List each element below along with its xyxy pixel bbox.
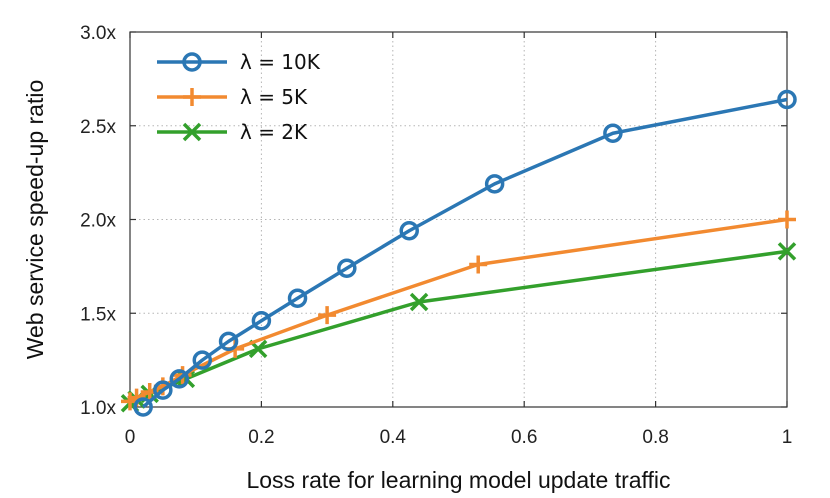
- data-point: [484, 174, 505, 194]
- legend-item-2: λ = 2K: [157, 120, 308, 144]
- legend-marker: [183, 88, 201, 106]
- series-layer: [120, 89, 797, 417]
- y-axis-title: Web service speed-up ratio: [22, 80, 48, 360]
- data-point: [169, 369, 190, 389]
- legend-label: λ = 2K: [240, 120, 308, 144]
- x-tick-label: 0.8: [642, 427, 668, 448]
- y-tick-label: 2.5x: [80, 117, 116, 138]
- data-point: [192, 350, 213, 370]
- legend-label: λ = 5K: [240, 85, 308, 109]
- y-tick-label: 1.0x: [80, 398, 116, 419]
- legend-item-0: λ = 10K: [157, 50, 321, 74]
- data-point: [469, 255, 488, 274]
- y-tick-label: 1.5x: [80, 304, 116, 325]
- legend-label: λ = 10K: [240, 50, 321, 74]
- y-tick-label: 3.0x: [80, 23, 116, 44]
- x-tick-label: 1: [782, 427, 793, 448]
- data-point: [153, 380, 173, 400]
- x-tick-label: 0.2: [248, 427, 274, 448]
- x-axis-title: Loss rate for learning model update traf…: [246, 467, 670, 493]
- series-2: [120, 242, 797, 413]
- grid-lines: [130, 32, 787, 407]
- data-point: [251, 311, 272, 331]
- x-tick-label: 0: [125, 427, 136, 448]
- legend: λ = 10K λ = 5K λ = 2K: [157, 50, 321, 144]
- legend-item-1: λ = 5K: [157, 85, 308, 109]
- series-line: [142, 97, 788, 409]
- data-point: [778, 210, 796, 229]
- legend-marker: [182, 52, 202, 72]
- y-tick-label: 2.0x: [80, 211, 116, 232]
- data-point: [399, 221, 419, 241]
- series-1: [121, 210, 796, 411]
- data-point: [218, 331, 239, 352]
- series-line: [129, 217, 788, 403]
- series-0: [133, 89, 797, 417]
- legend-marker: [182, 122, 202, 142]
- data-point: [287, 288, 308, 308]
- data-point: [777, 89, 797, 110]
- x-tick-label: 0.6: [511, 427, 537, 448]
- data-point: [337, 258, 357, 278]
- data-point: [603, 123, 623, 143]
- x-tick-label: 0.4: [380, 427, 407, 448]
- data-point: [133, 397, 153, 417]
- data-point: [409, 292, 429, 312]
- data-point: [318, 306, 337, 325]
- series-line: [129, 249, 788, 405]
- data-point: [777, 242, 797, 261]
